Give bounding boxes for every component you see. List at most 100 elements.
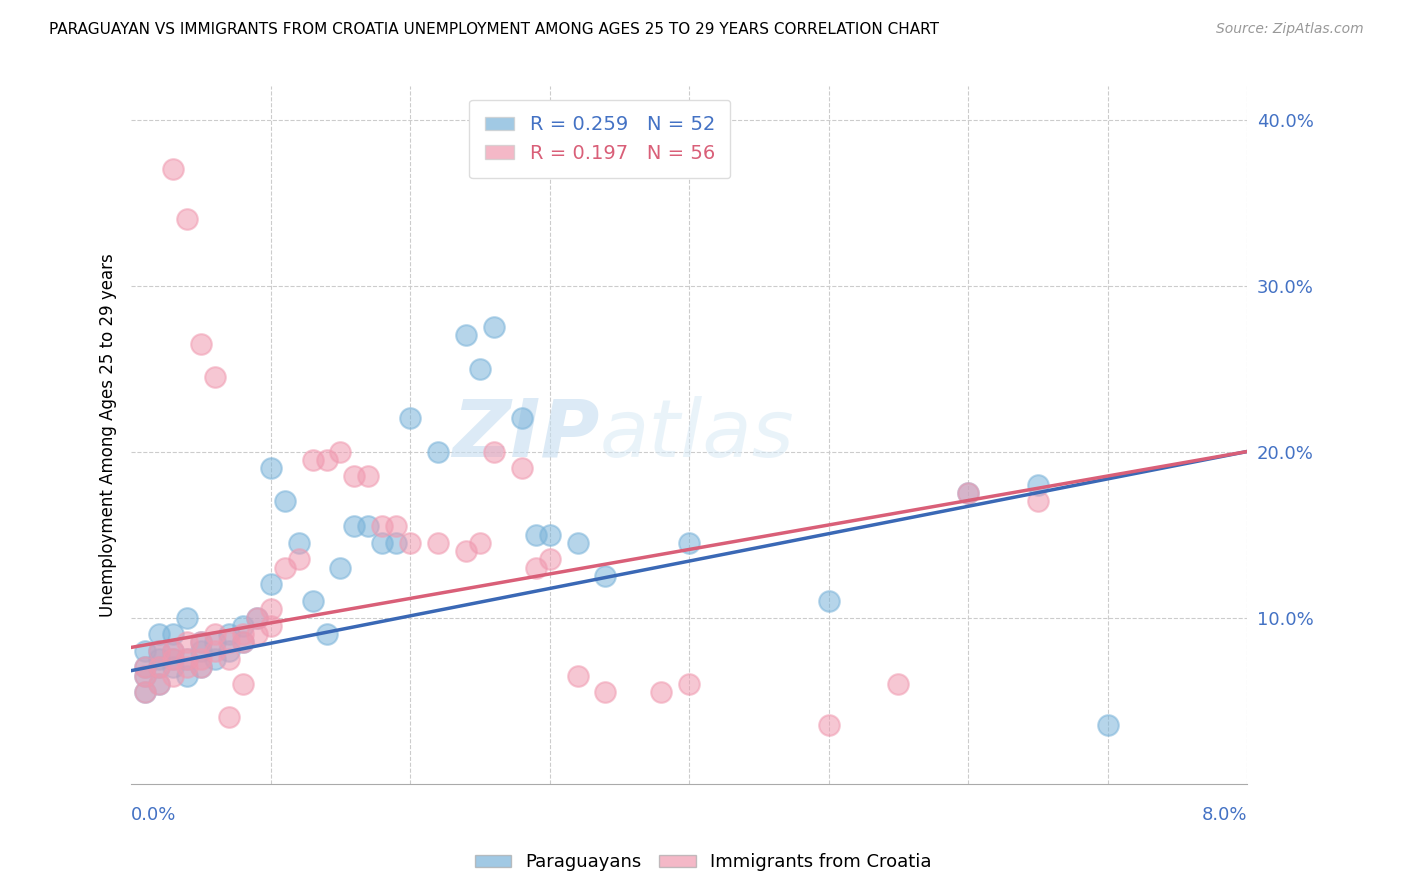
Point: [148, 643, 170, 657]
Point: [399, 411, 422, 425]
Point: [538, 552, 561, 566]
Text: atlas: atlas: [600, 396, 794, 474]
Point: [176, 652, 198, 666]
Point: [232, 635, 254, 649]
Point: [176, 635, 198, 649]
Point: [204, 369, 226, 384]
Point: [204, 643, 226, 657]
Point: [567, 668, 589, 682]
Point: [162, 627, 184, 641]
Point: [343, 469, 366, 483]
Point: [134, 685, 156, 699]
Point: [385, 519, 408, 533]
Point: [260, 602, 283, 616]
Point: [1026, 494, 1049, 508]
Point: [232, 635, 254, 649]
Point: [176, 610, 198, 624]
Point: [273, 560, 295, 574]
Point: [595, 569, 617, 583]
Point: [176, 660, 198, 674]
Point: [162, 643, 184, 657]
Point: [329, 560, 352, 574]
Point: [468, 536, 491, 550]
Point: [218, 652, 240, 666]
Point: [246, 610, 269, 624]
Point: [204, 627, 226, 641]
Point: [273, 494, 295, 508]
Point: [190, 635, 212, 649]
Point: [190, 652, 212, 666]
Point: [538, 527, 561, 541]
Point: [134, 668, 156, 682]
Point: [371, 519, 394, 533]
Point: [678, 536, 700, 550]
Point: [218, 635, 240, 649]
Point: [650, 685, 672, 699]
Point: [162, 660, 184, 674]
Point: [246, 610, 269, 624]
Point: [232, 619, 254, 633]
Point: [957, 486, 980, 500]
Point: [454, 544, 477, 558]
Y-axis label: Unemployment Among Ages 25 to 29 years: Unemployment Among Ages 25 to 29 years: [100, 253, 117, 616]
Point: [385, 536, 408, 550]
Point: [301, 453, 323, 467]
Point: [134, 668, 156, 682]
Point: [468, 361, 491, 376]
Point: [329, 444, 352, 458]
Point: [510, 411, 533, 425]
Point: [190, 660, 212, 674]
Point: [260, 461, 283, 475]
Point: [134, 643, 156, 657]
Point: [1097, 718, 1119, 732]
Point: [218, 710, 240, 724]
Point: [190, 660, 212, 674]
Point: [162, 652, 184, 666]
Point: [148, 660, 170, 674]
Point: [148, 643, 170, 657]
Point: [190, 336, 212, 351]
Point: [260, 577, 283, 591]
Point: [148, 652, 170, 666]
Point: [190, 635, 212, 649]
Point: [427, 444, 450, 458]
Point: [343, 519, 366, 533]
Point: [957, 486, 980, 500]
Point: [454, 328, 477, 343]
Point: [371, 536, 394, 550]
Point: [162, 668, 184, 682]
Text: ZIP: ZIP: [453, 396, 600, 474]
Point: [148, 677, 170, 691]
Point: [148, 627, 170, 641]
Point: [218, 627, 240, 641]
Point: [482, 444, 505, 458]
Point: [162, 643, 184, 657]
Point: [134, 685, 156, 699]
Text: Source: ZipAtlas.com: Source: ZipAtlas.com: [1216, 22, 1364, 37]
Point: [427, 536, 450, 550]
Point: [357, 519, 380, 533]
Point: [595, 685, 617, 699]
Point: [315, 453, 337, 467]
Point: [315, 627, 337, 641]
Point: [148, 660, 170, 674]
Point: [357, 469, 380, 483]
Point: [399, 536, 422, 550]
Point: [134, 660, 156, 674]
Point: [246, 627, 269, 641]
Point: [204, 635, 226, 649]
Point: [176, 668, 198, 682]
Point: [887, 677, 910, 691]
Point: [482, 320, 505, 334]
Point: [134, 660, 156, 674]
Point: [204, 652, 226, 666]
Point: [218, 643, 240, 657]
Text: PARAGUAYAN VS IMMIGRANTS FROM CROATIA UNEMPLOYMENT AMONG AGES 25 TO 29 YEARS COR: PARAGUAYAN VS IMMIGRANTS FROM CROATIA UN…: [49, 22, 939, 37]
Point: [260, 619, 283, 633]
Point: [678, 677, 700, 691]
Text: 8.0%: 8.0%: [1202, 805, 1247, 824]
Point: [817, 594, 839, 608]
Point: [567, 536, 589, 550]
Point: [301, 594, 323, 608]
Legend: Paraguayans, Immigrants from Croatia: Paraguayans, Immigrants from Croatia: [467, 847, 939, 879]
